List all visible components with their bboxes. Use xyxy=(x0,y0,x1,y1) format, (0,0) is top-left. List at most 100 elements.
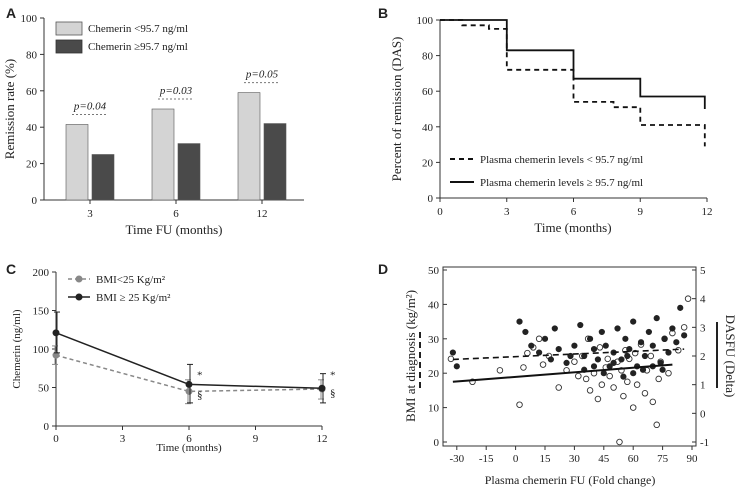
point-bmi-high xyxy=(318,384,326,392)
fit-line-bmi xyxy=(452,348,685,361)
panel-d-letter: D xyxy=(378,261,388,277)
panel-d-y-tick-label: 30 xyxy=(428,334,440,346)
panel-b-x-tick-label: 6 xyxy=(571,206,577,218)
legend-marker-bmi-high xyxy=(75,293,83,301)
scatter-point-dasfu xyxy=(520,364,527,371)
panel-c: C 0 50 100 150 200 0 3 6 9 12 * § * § Chemerin (ng/… xyxy=(6,261,336,454)
scatter-point-dasfu xyxy=(655,375,662,383)
scatter-point-dasfu xyxy=(616,438,623,446)
panel-b-y-tick-label: 60 xyxy=(422,86,434,98)
p-value-label: p=0.05 xyxy=(245,69,279,81)
scatter-point-dasfu xyxy=(665,369,672,377)
legend-label-bmi-high: BMI ≥ 25 Kg/m² xyxy=(96,292,171,304)
scatter-point-dasfu xyxy=(620,392,627,400)
panel-d-y-tick-label: 40 xyxy=(428,299,440,311)
scatter-point-dasfu xyxy=(606,372,613,380)
scatter-point-dasfu xyxy=(633,381,641,388)
scatter-point-bmi xyxy=(630,370,637,377)
panel-d-x-tick-label: 60 xyxy=(628,453,640,465)
scatter-point-bmi xyxy=(641,352,649,360)
scatter-point-bmi xyxy=(563,359,570,366)
scatter-point-dasfu xyxy=(647,352,655,360)
legend-label-b-high: Plasma chemerin levels ≥ 95.7 ng/ml xyxy=(480,177,643,189)
panel-c-y-tick-label: 100 xyxy=(33,344,50,356)
panel-d-y2-tick-label: 3 xyxy=(700,322,706,334)
scatter-point-dasfu xyxy=(594,395,602,403)
panel-d-x-tick-label: -15 xyxy=(479,453,494,465)
bar-low-12 xyxy=(237,92,261,201)
point-bmi-low xyxy=(185,387,193,395)
panel-c-x-tick-label: 12 xyxy=(317,433,328,445)
scatter-point-bmi xyxy=(594,356,602,363)
scatter-point-dasfu xyxy=(496,367,504,374)
panel-c-y-tick-label: 200 xyxy=(33,267,50,279)
scatter-point-dasfu xyxy=(571,358,578,365)
panel-a-y-tick-label: 100 xyxy=(21,13,38,25)
scatter-point-bmi xyxy=(449,349,456,356)
scatter-point-dasfu xyxy=(596,344,604,351)
panel-c-x-tick-label: 0 xyxy=(53,433,59,445)
fit-line-dasfu xyxy=(452,363,673,383)
scatter-point-bmi xyxy=(602,342,609,349)
panel-d-x-tick-label: 75 xyxy=(657,453,669,465)
p-value-label: p=0.03 xyxy=(159,85,193,97)
scatter-point-dasfu xyxy=(624,378,631,386)
scatter-point-dasfu xyxy=(539,361,547,368)
scatter-point-dasfu xyxy=(582,375,590,383)
scatter-point-bmi xyxy=(626,346,633,353)
survival-curve-low xyxy=(440,19,706,147)
scatter-point-bmi xyxy=(653,315,660,322)
scatter-point-bmi xyxy=(598,328,605,336)
panel-d-y2-tick-label: 4 xyxy=(700,294,706,306)
panel-d-y2-tick-label: 1 xyxy=(700,380,706,392)
scatter-point-bmi xyxy=(620,373,627,380)
legend-label-low: Chemerin <95.7 ng/ml xyxy=(88,23,188,35)
scatter-point-dasfu xyxy=(575,372,582,380)
significance-marker: * xyxy=(197,369,203,381)
panel-b-y-tick-label: 0 xyxy=(428,193,434,205)
scatter-point-dasfu xyxy=(604,355,611,363)
panel-d-y-tick-label: 50 xyxy=(428,265,440,277)
scatter-point-dasfu xyxy=(535,335,543,343)
panel-b-x-tick-label: 9 xyxy=(638,206,644,218)
scatter-point-bmi xyxy=(661,335,668,342)
scatter-point-bmi xyxy=(586,335,594,342)
panel-a-y-tick-label: 20 xyxy=(26,159,38,171)
panel-a: A 0 20 40 60 80 100 3 6 12 p=0.04 p=0.03 p=0.05 R… xyxy=(2,5,304,237)
significance-marker: § xyxy=(330,388,336,400)
scatter-point-bmi xyxy=(600,370,607,377)
panel-c-letter: C xyxy=(6,261,16,277)
scatter-point-dasfu xyxy=(653,421,660,429)
point-bmi-high xyxy=(52,329,60,337)
scatter-point-dasfu xyxy=(610,384,617,391)
survival-curve-high xyxy=(440,19,706,109)
panel-a-y-tick-label: 40 xyxy=(26,122,38,134)
panel-c-y-tick-label: 50 xyxy=(38,383,50,395)
line-bmi-low xyxy=(55,354,323,393)
panel-b-x-tick-label: 12 xyxy=(702,206,713,218)
panel-a-y-axis-title: Remission rate (%) xyxy=(2,59,17,159)
scatter-point-bmi xyxy=(610,359,617,366)
scatter-point-bmi xyxy=(659,366,666,373)
scatter-point-bmi xyxy=(637,339,645,346)
panel-b-y-tick-label: 80 xyxy=(422,51,434,63)
scatter-point-dasfu xyxy=(516,401,523,408)
panel-c-x-tick-label: 9 xyxy=(253,433,259,445)
point-bmi-low xyxy=(52,351,60,359)
panel-b-x-tick-label: 0 xyxy=(437,206,443,218)
panel-d-x-tick-label: -30 xyxy=(449,453,464,465)
legend-label-bmi-low: BMI<25 Kg/m² xyxy=(96,274,166,286)
panel-d-x-axis-title: Plasma chemerin FU (Fold change) xyxy=(485,473,656,487)
bar-high-12 xyxy=(263,123,287,201)
scatter-point-dasfu xyxy=(586,387,594,394)
panel-c-y-tick-label: 150 xyxy=(33,306,50,318)
panel-c-y-axis-title: Chemerin (ng/ml) xyxy=(11,309,23,388)
p-value-label: p=0.04 xyxy=(73,100,107,112)
legend-swatch-high xyxy=(55,39,83,54)
panel-b-x-axis-title: Time (months) xyxy=(534,220,611,235)
panel-d-y2-tick-label: 5 xyxy=(700,265,706,277)
bar-high-3 xyxy=(91,154,115,201)
panel-a-y-tick-label: 60 xyxy=(26,86,38,98)
panel-c-x-tick-label: 3 xyxy=(120,433,126,445)
